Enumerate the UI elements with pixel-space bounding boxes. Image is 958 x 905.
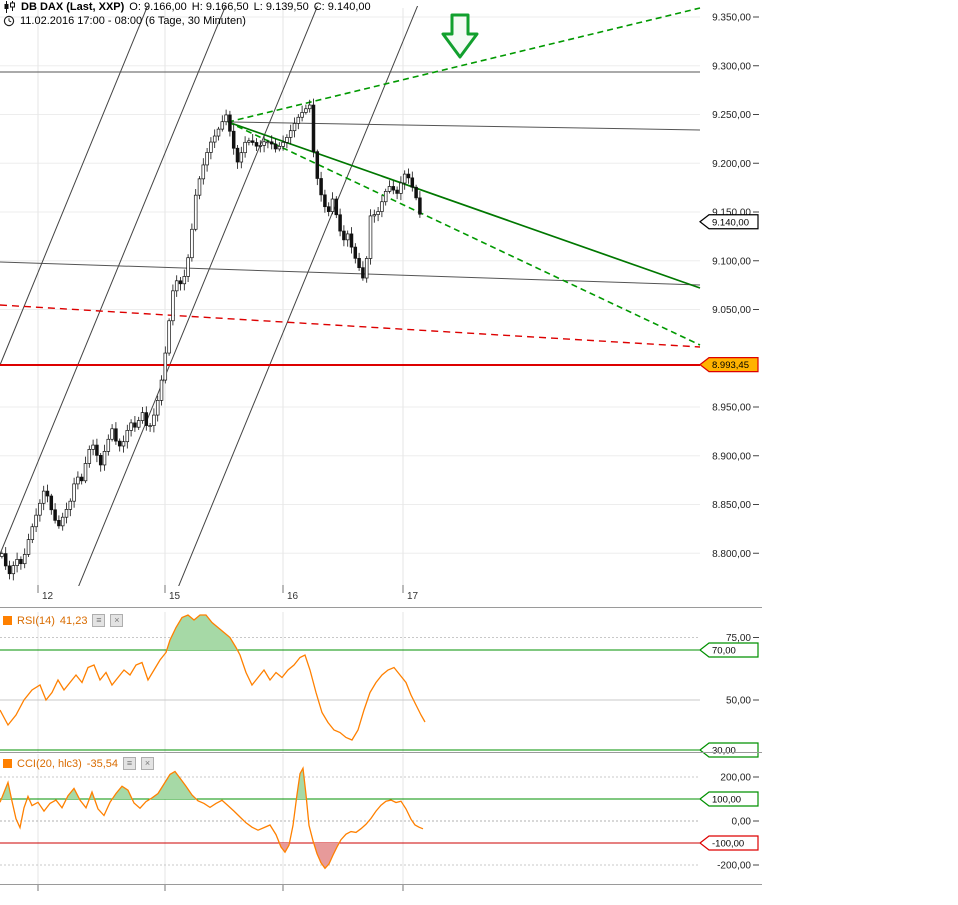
close-value: C: 9.140,00 — [313, 1, 371, 13]
cci-color-swatch — [3, 759, 12, 768]
svg-text:16: 16 — [287, 591, 299, 602]
svg-text:70,00: 70,00 — [712, 646, 736, 657]
period-legend: 11.02.2016 17:00 - 08:00 (6 Tage, 30 Min… — [3, 15, 246, 27]
green-trend-dashed-down[interactable] — [227, 121, 701, 346]
cci-properties-button[interactable]: ≡ — [123, 757, 136, 770]
alert-price-marker[interactable]: 8.993,45 — [699, 357, 759, 373]
red-trend-dashed[interactable] — [0, 304, 701, 348]
green-trend-dashed-up[interactable] — [227, 7, 701, 123]
svg-text:8.993,45: 8.993,45 — [712, 360, 749, 371]
rsi-label: RSI(14) — [17, 614, 55, 627]
time-axis: 12 15 16 17 — [0, 585, 762, 891]
svg-text:30,00: 30,00 — [712, 746, 736, 757]
trendline-overlays — [0, 0, 701, 595]
svg-text:9.350,00: 9.350,00 — [712, 13, 751, 24]
cci-value: -35,54 — [86, 757, 118, 770]
cci-level-tag[interactable]: -100,00 — [699, 835, 759, 851]
period-text: 11.02.2016 17:00 - 08:00 (6 Tage, 30 Min… — [20, 15, 246, 27]
svg-text:50,00: 50,00 — [726, 696, 751, 707]
rsi-color-swatch — [3, 616, 12, 625]
gray-fan-1[interactable] — [0, 0, 150, 366]
rsi-level-tag[interactable]: 30,00 — [699, 742, 759, 758]
gray-resistance-9250[interactable] — [229, 121, 701, 131]
rsi-pane — [0, 614, 700, 751]
candlestick-chart-icon — [4, 1, 15, 13]
cci-legend: CCI(20, hlc3) -35,54 ≡ × — [3, 757, 154, 770]
down-arrow-annotation[interactable] — [441, 13, 479, 59]
rsi-value: 41,23 — [59, 614, 88, 627]
svg-text:75,00: 75,00 — [726, 633, 751, 644]
cci-pane — [0, 766, 700, 870]
svg-text:8.850,00: 8.850,00 — [712, 500, 751, 511]
svg-text:12: 12 — [42, 591, 54, 602]
gray-support-9100[interactable] — [0, 261, 701, 286]
svg-text:8.800,00: 8.800,00 — [712, 549, 751, 560]
candles-layer — [0, 98, 422, 581]
svg-text:9.140,00: 9.140,00 — [712, 217, 749, 228]
cci-close-button[interactable]: × — [141, 757, 154, 770]
clock-icon — [3, 15, 15, 27]
svg-text:0,00: 0,00 — [732, 817, 752, 828]
instrument-legend: DB DAX (Last, XXP) O: 9.166,00 H: 9.166,… — [3, 1, 371, 13]
gray-fan-3[interactable] — [75, 0, 320, 595]
svg-text:9.250,00: 9.250,00 — [712, 110, 751, 121]
rsi-close-button[interactable]: × — [110, 614, 124, 627]
svg-text:-100,00: -100,00 — [712, 839, 744, 850]
price-axis: 9.350,00 9.300,00 9.250,00 9.200,00 9.150,00… — [699, 13, 759, 872]
gray-fan-2[interactable] — [0, 0, 228, 555]
gridlines — [0, 8, 700, 884]
cci-level-tag[interactable]: 100,00 — [699, 791, 759, 807]
svg-text:-200,00: -200,00 — [717, 861, 751, 872]
green-trend-solid[interactable] — [227, 121, 701, 289]
gray-fan-4[interactable] — [175, 0, 420, 595]
last-price-marker[interactable]: 9.140,00 — [699, 214, 759, 230]
svg-text:15: 15 — [169, 591, 181, 602]
cci-label: CCI(20, hlc3) — [17, 757, 82, 770]
rsi-properties-button[interactable]: ≡ — [92, 614, 106, 627]
svg-text:17: 17 — [407, 591, 419, 602]
open-value: O: 9.166,00 — [129, 1, 187, 13]
svg-text:9.050,00: 9.050,00 — [712, 305, 751, 316]
svg-text:8.900,00: 8.900,00 — [712, 451, 751, 462]
low-value: L: 9.139,50 — [253, 1, 309, 13]
high-value: H: 9.166,50 — [191, 1, 249, 13]
svg-text:100,00: 100,00 — [712, 795, 741, 806]
svg-text:9.300,00: 9.300,00 — [712, 61, 751, 72]
svg-text:9.200,00: 9.200,00 — [712, 159, 751, 170]
rsi-level-tag[interactable]: 70,00 — [699, 642, 759, 658]
instrument-name: DB DAX (Last, XXP) — [21, 1, 125, 13]
svg-text:200,00: 200,00 — [720, 773, 751, 784]
svg-text:9.150,00: 9.150,00 — [712, 208, 751, 219]
svg-text:9.100,00: 9.100,00 — [712, 256, 751, 267]
rsi-legend: RSI(14) 41,23 ≡ × — [3, 614, 124, 627]
svg-text:8.950,00: 8.950,00 — [712, 403, 751, 414]
